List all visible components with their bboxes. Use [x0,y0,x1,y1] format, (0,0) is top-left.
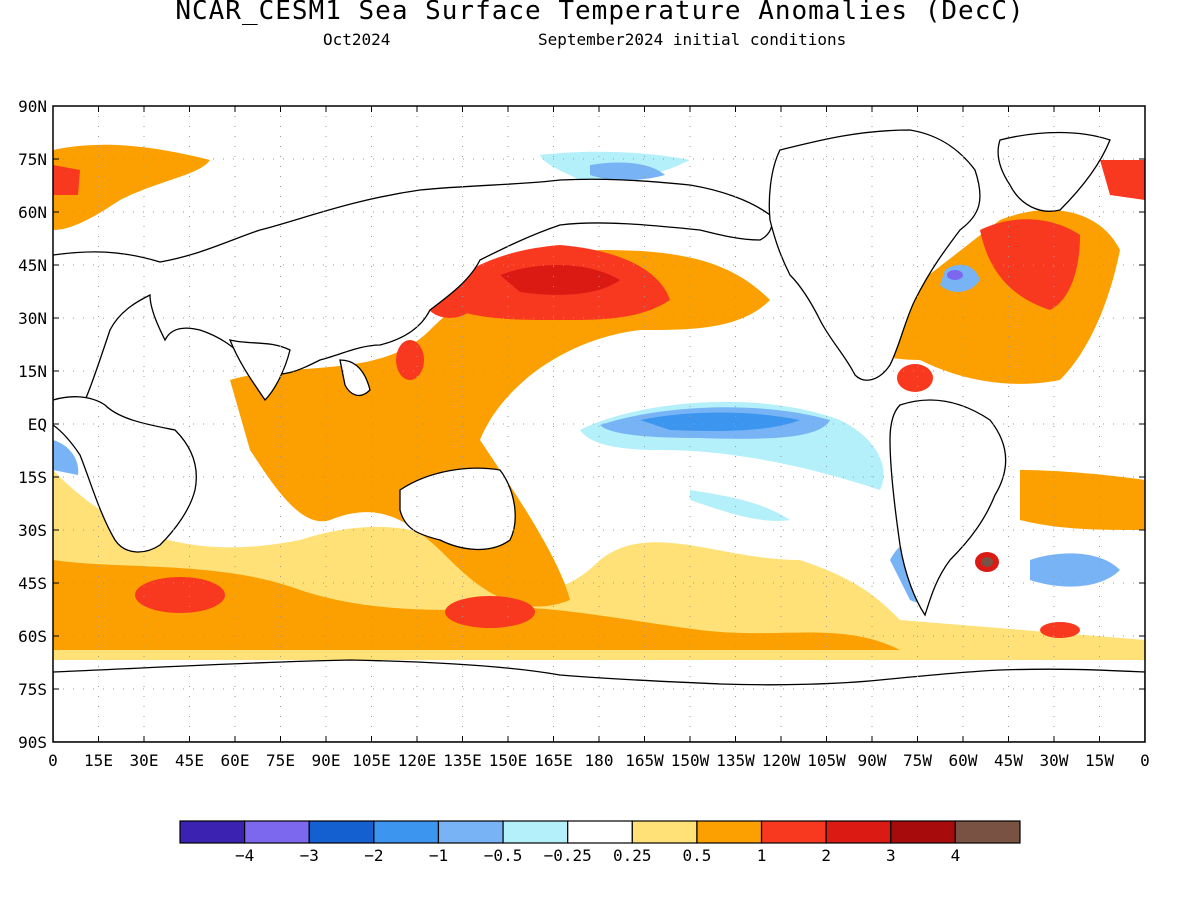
colorbar-tick-label: −1 [429,846,448,865]
latitude-label: 75S [18,680,47,699]
longitude-label: 90W [858,751,887,770]
longitude-label: 45E [175,751,204,770]
colorbar-tick-label: 2 [821,846,831,865]
longitude-label: 150E [489,751,528,770]
colorbar: −4 −3 −2 −1 −0.5 −0.25 0.25 0.5 1 2 3 4 [179,820,1021,865]
colorbar-swatch [890,820,956,844]
colorbar-tick-label: −4 [235,846,254,865]
cool-anomaly-layer [53,151,1120,603]
longitude-label: 180 [585,751,614,770]
antarctica-outline [53,659,1145,742]
colorbar-tick-label: −0.5 [484,846,523,865]
latitude-label: 30S [18,521,47,540]
axis-ticks [52,105,1146,743]
longitude-label: 165E [534,751,573,770]
colorbar-swatch [954,820,1021,844]
continent-outlines [53,129,1145,742]
latitude-label: 90N [18,97,47,116]
longitude-label: 60E [221,751,250,770]
colorbar-swatch [308,820,375,844]
longitude-label: 75W [903,751,932,770]
colorbar-tick-label: 3 [886,846,896,865]
latitude-label: 60S [18,627,47,646]
longitude-label: 165W [625,751,664,770]
africa-outline [53,396,197,553]
colorbar-tick-label: −3 [300,846,319,865]
longitude-label: 105E [352,751,391,770]
longitude-label: 105W [807,751,846,770]
greenland-outline [997,131,1111,212]
colorbar-tick-label: 0.5 [682,846,711,865]
colorbar-swatch [760,820,827,844]
colorbar-tick-label: 0.25 [613,846,652,865]
graticule [53,106,1145,742]
indochina-outline [339,359,371,397]
colorbar-swatch [631,820,698,844]
india-outline [228,339,291,402]
longitude-label: 90E [312,751,341,770]
australia-outline [399,467,516,551]
longitude-label: 135E [443,751,482,770]
colorbar-swatch [179,820,246,844]
north-america-outline [768,129,981,381]
colorbar-swatch [502,820,569,844]
colorbar-tick-label: 4 [951,846,961,865]
colorbar-swatch [696,820,763,844]
strong-warm-spots [135,282,1080,638]
colorbar-swatch [373,820,440,844]
latitude-label: 45S [18,574,47,593]
latitude-label: 15S [18,468,47,487]
colorbar-swatch [825,820,892,844]
latitude-label: 90S [18,733,47,752]
longitude-label: 120E [398,751,437,770]
latitude-label: 15N [18,362,47,381]
longitude-label: 15W [1085,751,1114,770]
longitude-label: 60W [949,751,978,770]
latitude-label: 30N [18,309,47,328]
latitude-label: 45N [18,256,47,275]
init-conditions-label: September2024 initial conditions [538,30,847,49]
longitude-label: 45W [994,751,1023,770]
longitude-label: 15E [84,751,113,770]
longitude-label: 0 [48,751,58,770]
latitude-label: 75N [18,150,47,169]
colorbar-tick-label: 1 [757,846,767,865]
longitude-label: 0 [1140,751,1150,770]
colorbar-swatch [437,820,504,844]
target-month-label: Oct2024 [323,30,391,49]
latitude-label: 60N [18,203,47,222]
colorbar-swatch [244,820,310,844]
longitude-labels: 0 15E 30E 45E 60E 75E 90E 105E 120E 135E 150E 165E 1… [48,751,1150,770]
colorbar-swatch [567,820,633,844]
longitude-label: 75E [266,751,295,770]
longitude-label: 30W [1040,751,1069,770]
colorbar-tick-label: −0.25 [544,846,592,865]
longitude-label: 120W [762,751,801,770]
map-title: NCAR_CESM1 Sea Surface Temperature Anoma… [175,0,1025,26]
latitude-label: EQ [28,415,47,434]
latitude-labels: 90N 75N 60N 45N 30N 15N EQ 15S 30S 45S 60S 75S 90S [18,97,47,752]
colorbar-tick-label: −2 [364,846,383,865]
south-america-outline [889,399,1007,617]
longitude-label: 30E [130,751,159,770]
longitude-label: 135W [716,751,755,770]
longitude-label: 150W [671,751,710,770]
